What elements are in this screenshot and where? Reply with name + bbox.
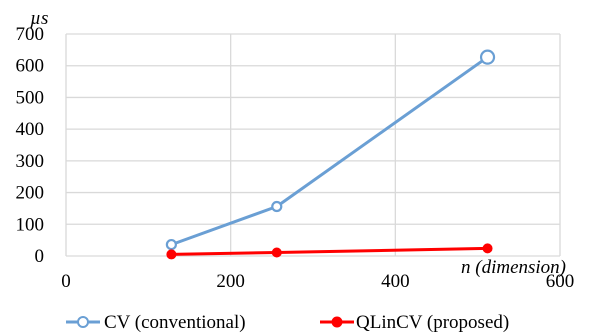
- series-line-2: [169, 246, 489, 256]
- legend-item-2: QLinCV (proposed): [320, 312, 509, 333]
- y-axis-unit-label: µs: [30, 8, 48, 29]
- data-point: [271, 200, 283, 213]
- y-tick-label: 0: [35, 246, 45, 267]
- y-tick-label: 400: [16, 119, 45, 140]
- data-point: [271, 247, 282, 258]
- legend-marker: [77, 316, 89, 328]
- x-tick-label: 600: [546, 271, 575, 292]
- data-point: [166, 249, 177, 260]
- legend-label: CV (conventional): [104, 312, 246, 333]
- legend-label: QLinCV (proposed): [356, 312, 509, 333]
- series-line-1: [169, 55, 489, 247]
- y-tick-label: 700: [16, 24, 45, 45]
- legend-marker: [331, 316, 343, 328]
- legend-item-1: CV (conventional): [66, 312, 246, 333]
- x-tick-label: 200: [216, 271, 245, 292]
- x-axis-unit-label: n (dimension): [461, 257, 566, 278]
- y-tick-label: 600: [16, 56, 45, 77]
- y-tick-label: 300: [16, 151, 45, 172]
- data-point: [165, 238, 177, 251]
- x-tick-label: 0: [61, 271, 71, 292]
- series-1: [165, 49, 496, 251]
- series-2: [166, 243, 493, 260]
- plot-area: [165, 49, 496, 260]
- y-tick-label: 200: [16, 183, 45, 204]
- axis-ticks: 0 100 200 300 400 500 600 700 0 200 400 600: [16, 24, 575, 292]
- data-point: [482, 243, 493, 254]
- y-tick-label: 100: [16, 214, 45, 235]
- data-point: [479, 49, 496, 65]
- grid: [65, 33, 561, 257]
- x-tick-label: 400: [381, 271, 410, 292]
- legend: CV (conventional) QLinCV (proposed): [66, 312, 509, 333]
- y-tick-label: 500: [16, 87, 45, 108]
